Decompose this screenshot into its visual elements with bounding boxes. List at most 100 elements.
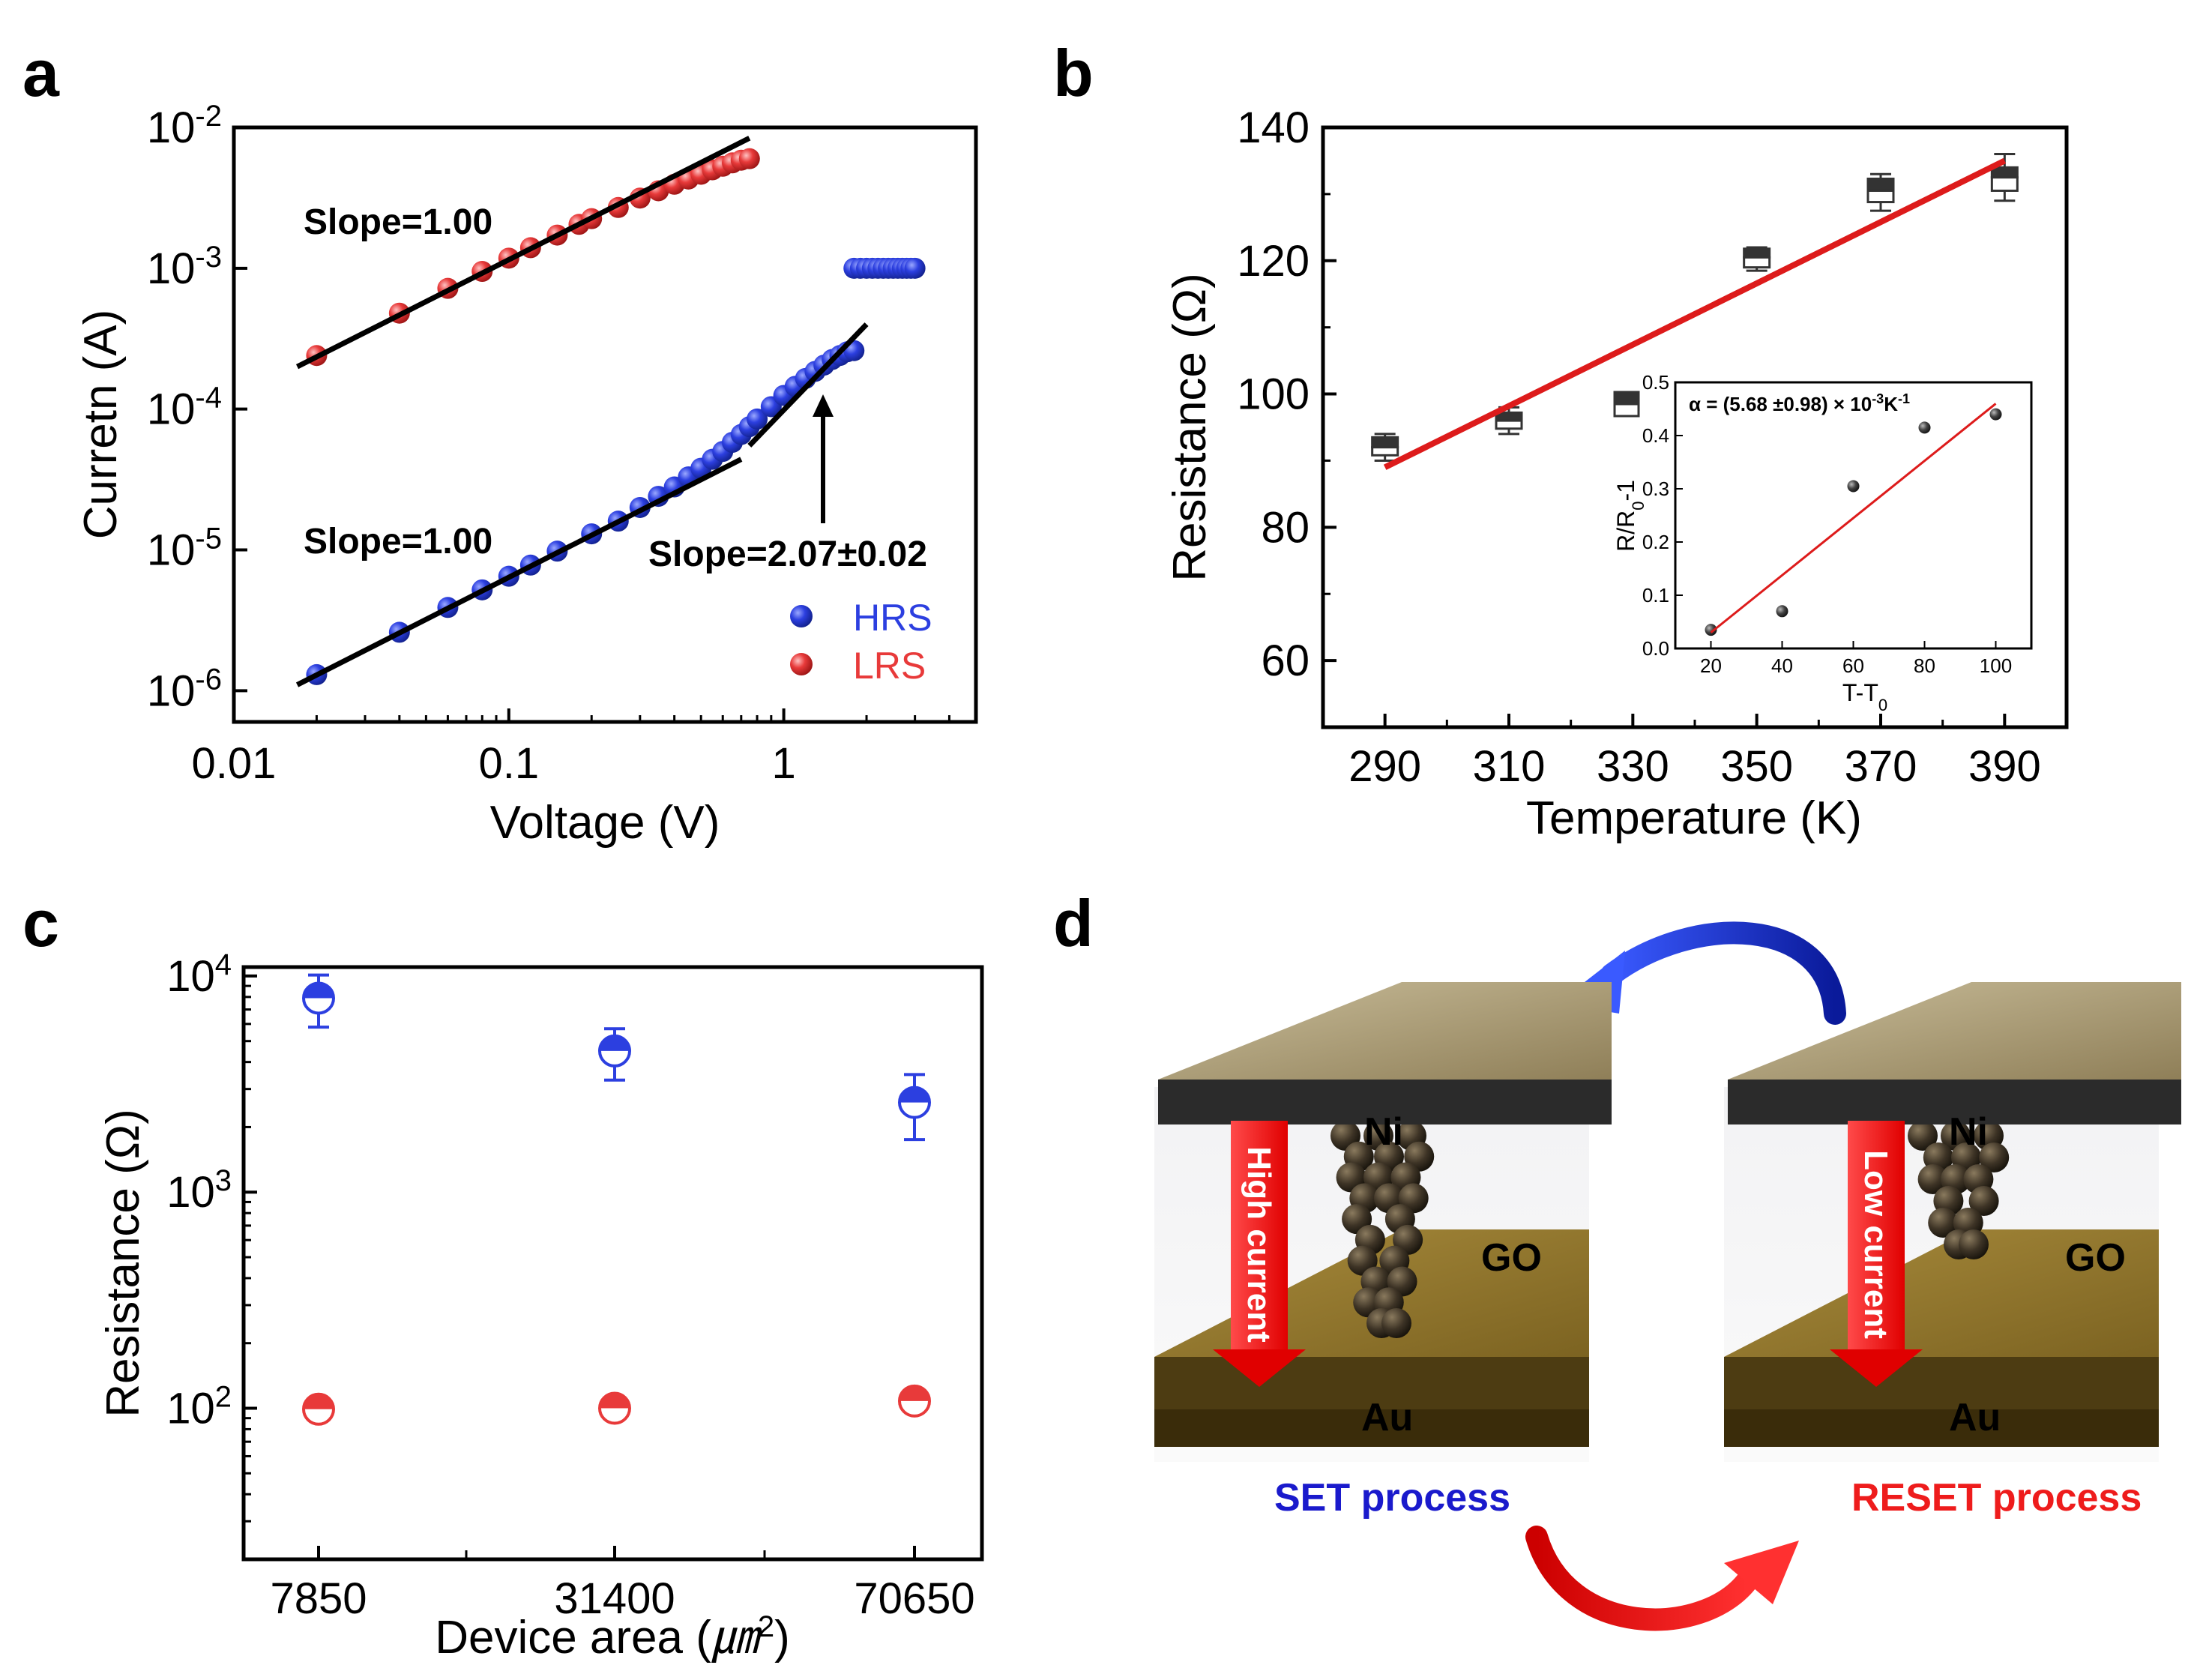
- panel-label-d: d: [1053, 886, 1094, 960]
- legend-marker-lrs: [790, 653, 813, 675]
- xlabel-c-suffix: ): [774, 1612, 790, 1664]
- ni-electrode-top-right: [1728, 982, 2181, 1080]
- xlabel-c-exp: 2: [758, 1610, 774, 1643]
- set-process-label: SET process: [1274, 1476, 1510, 1520]
- slope-pointer-arrowhead: [813, 394, 834, 417]
- inset-chart: 20 40 60 80 100 0.0 0.1 0.2 0.3 0.4 0.5: [1642, 371, 2012, 677]
- current-arrow-shaft-right: [1848, 1121, 1905, 1353]
- marker-half-c: [899, 1385, 929, 1401]
- marks-a: [295, 136, 926, 687]
- marker-half-c: [899, 1087, 929, 1103]
- y-tick-base-a: 10: [147, 103, 196, 152]
- x-axis-label-c: Device area (㎛2): [435, 1610, 790, 1664]
- y-axis-label-a: Curretn (A): [75, 310, 127, 540]
- x-axis-label-a: Voltage (V): [490, 797, 720, 849]
- box-upper-b-3: [1866, 177, 1895, 192]
- x-tick-label-a-1: 0.1: [478, 739, 539, 788]
- ni-filament-right: [1908, 1121, 2010, 1259]
- x-tick-label-c-0: 7850: [270, 1574, 367, 1623]
- box-lower-b-1: [1495, 419, 1523, 430]
- x-tick-label-b-1: 310: [1473, 742, 1546, 791]
- inset-legend-box-icon: [1613, 391, 1640, 418]
- panel-a-chart: 0.01 0.1 110-210-310-410-510-6 Voltage (V)…: [75, 100, 978, 849]
- go-label-left: GO: [1481, 1236, 1542, 1280]
- au-label-left: Au: [1361, 1396, 1413, 1439]
- inset-legend-box-lower: [1613, 403, 1640, 418]
- y-tick-base-a: 10: [147, 385, 196, 434]
- marker-half-c: [304, 1394, 334, 1409]
- inset-title: α = (5.68 ±0.98) × 10-3K-1: [1689, 391, 1910, 415]
- inset-xlabel-sub: 0: [1878, 696, 1887, 714]
- ni-label-left: Ni: [1364, 1110, 1403, 1154]
- current-arrow-label-left: High current: [1241, 1146, 1277, 1343]
- box-lower-b-2: [1743, 256, 1771, 269]
- y-tick-label-c-1: 103: [166, 1164, 232, 1217]
- current-arrow-head-right: [1830, 1349, 1923, 1387]
- ni-electrode-side-right: [1728, 1080, 2181, 1124]
- ni-particle: [1381, 1308, 1411, 1338]
- reset-process-label: RESET process: [1851, 1476, 2142, 1520]
- box-lower-b-4: [1990, 176, 2019, 192]
- ni-electrode-side-left: [1158, 1080, 1612, 1124]
- inset-ylabel-sub: 0: [1629, 502, 1648, 511]
- inset-x-tick-label-4: 100: [1980, 654, 2012, 677]
- inset-fit-line: [1710, 403, 1997, 633]
- x-tick-label-b-3: 350: [1720, 742, 1793, 791]
- y-tick-exp-a: -4: [195, 382, 222, 415]
- y-tick-base-a: 10: [147, 666, 196, 715]
- fit-line-b: [1383, 157, 2007, 470]
- y-axis-label-b: Resistance (Ω): [1164, 273, 1216, 582]
- inset-point-2: [1847, 480, 1860, 493]
- marker-half-c: [600, 1393, 630, 1409]
- box-lower-b-0: [1371, 446, 1399, 457]
- box-upper-b-2: [1743, 247, 1771, 259]
- x-axis-label-b: Temperature (K): [1526, 792, 1862, 844]
- inset-title-unit-exp: -1: [1898, 391, 1910, 406]
- point-c-lrs-0: [302, 1392, 335, 1426]
- current-arrow-label-right: Low current: [1857, 1150, 1894, 1339]
- slope-annotation-hrs-high: Slope=2.07±0.02: [648, 535, 927, 574]
- box-b-3: [1866, 172, 1895, 212]
- inset-x-tick-label-0: 20: [1700, 654, 1722, 677]
- y-tick-exp-c: 2: [215, 1380, 232, 1413]
- y-tick-label-a-3: 10-5: [147, 522, 222, 574]
- ni-particle: [1908, 1121, 1938, 1151]
- box-upper-b-0: [1371, 436, 1399, 449]
- point-a-hrs-compliance-12: [904, 257, 926, 279]
- legend-label-hrs: HRS: [853, 597, 932, 639]
- ni-particle: [1968, 1186, 1999, 1216]
- ni-particle: [1979, 1142, 2010, 1172]
- current-arrow-shaft-left: [1231, 1121, 1288, 1353]
- slope-annotation-hrs-low: Slope=1.00: [304, 522, 492, 561]
- panel-b-chart: 290 310 330 350 370 390 60 80 100 120 140 Temperat…: [1164, 103, 2069, 844]
- inset-y-axis-label: R/R0-1: [1612, 480, 1648, 552]
- set-cycle-arrow: [1525, 1526, 1758, 1631]
- box-b-2: [1743, 246, 1771, 272]
- y-tick-base-c: 10: [166, 1384, 215, 1433]
- y-tick-exp-c: 3: [215, 1164, 232, 1197]
- x-tick-label-a-0: 0.01: [192, 739, 277, 788]
- marker-half-c: [304, 983, 334, 999]
- ni-particle: [1928, 1208, 1959, 1238]
- xlabel-c-unit: ㎛: [711, 1612, 763, 1664]
- x-tick-label-b-2: 330: [1597, 742, 1669, 791]
- inset-y-tick-label-4: 0.4: [1642, 424, 1669, 447]
- y-tick-label-c-2: 102: [166, 1380, 232, 1433]
- inset-y-tick-label-1: 0.1: [1642, 584, 1669, 606]
- y-tick-exp-a: -2: [195, 100, 222, 133]
- legend-marker-hrs: [790, 605, 813, 627]
- device-set: High current Ni GO Au SET process: [1154, 982, 1612, 1520]
- current-arrow-head-left: [1213, 1349, 1306, 1387]
- y-tick-label-a-1: 10-3: [147, 241, 222, 293]
- fit-line-a-1: [295, 457, 743, 687]
- au-label-right: Au: [1949, 1396, 2001, 1439]
- inset-x-tick-label-1: 40: [1771, 654, 1793, 677]
- box-upper-b-1: [1495, 411, 1523, 422]
- inset-title-prefix: α = (5.68 ±0.98) × 10: [1689, 393, 1872, 415]
- y-tick-label-b-4: 140: [1237, 103, 1310, 152]
- panel-label-c: c: [22, 886, 59, 960]
- inset-x-tick-label-2: 60: [1842, 654, 1864, 677]
